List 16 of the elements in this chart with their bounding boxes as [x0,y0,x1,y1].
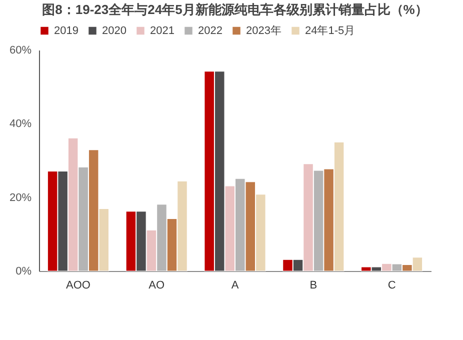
chart-title: 图8：19-23全年与24年5月新能源纯电车各级别累计销量占比（%） [42,2,428,17]
legend-label: 2022 [198,24,222,37]
legend-label: 2019 [54,24,78,37]
legend-label: 24年1-5月 [305,24,356,37]
x-tick-label: C [388,280,396,292]
x-tick-label: A [231,280,240,292]
y-tick-label: 0% [16,266,32,278]
x-tick-label: AO [148,280,165,292]
y-tick-label: 20% [9,192,32,204]
legend-label: 2023年 [246,24,282,37]
x-tick-label: B [310,280,318,292]
x-tick-label: AOO [66,280,91,292]
legend-label: 2020 [102,24,126,37]
legend-label: 2021 [150,24,174,37]
y-tick-label: 60% [9,44,32,56]
y-tick-label: 40% [9,118,32,130]
